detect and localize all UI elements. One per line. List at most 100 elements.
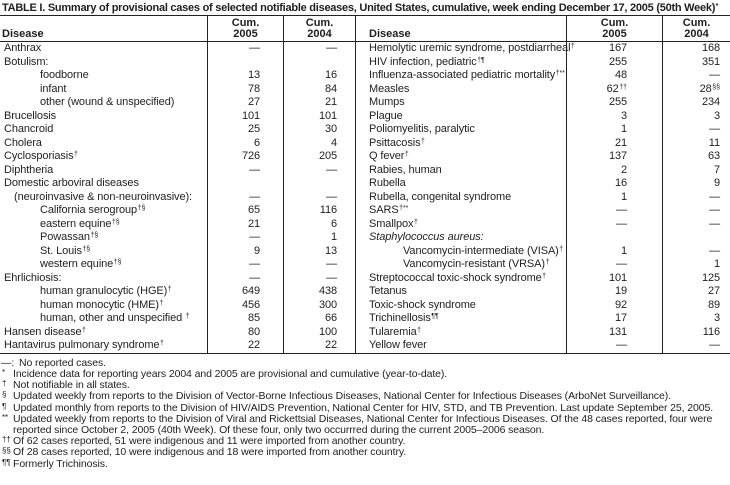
value-cell: 167: [566, 42, 662, 56]
value-cell: —: [207, 163, 283, 178]
disease-name: Rubella: [355, 177, 566, 191]
disease-name: human monocytic (HME)†: [40, 298, 164, 311]
disease-name: western equine†§: [40, 258, 122, 271]
value-cell: 125: [662, 271, 730, 286]
col-header-disease-right: Disease: [355, 16, 566, 41]
footnote: * Incidence data for reporting years 2004…: [0, 368, 730, 380]
footnote-text: Not notifiable in all states.: [13, 379, 130, 392]
value-cell: 100: [283, 325, 355, 340]
disease-name: Smallpox†: [355, 217, 566, 232]
value-cell: —: [566, 339, 662, 353]
disease-name: Rubella, congenital syndrome: [355, 190, 566, 205]
footnote: † Not notifiable in all states.: [0, 379, 730, 392]
page-title: TABLE I. Summary of provisional cases of…: [0, 0, 730, 15]
table-body: Anthrax — — Hemolytic uremic syndrome, post…: [0, 42, 730, 354]
value-cell: [207, 55, 283, 70]
footnote-marker: §§: [712, 83, 720, 91]
disease-name: Tularemia†: [355, 325, 566, 340]
value-cell: 3: [662, 109, 730, 124]
value-cell: —: [662, 190, 730, 205]
disease-name: eastern equine†§: [40, 217, 120, 230]
footnote-marker: †: [570, 43, 575, 50]
value-cell: —: [207, 258, 283, 272]
footnote-marker: ††: [2, 435, 11, 445]
col-header-cum-2004-right: Cum. 2004: [662, 16, 730, 41]
value-cell: 6: [283, 217, 355, 232]
value-cell: 85: [207, 312, 283, 326]
disease-name: human granulocytic (HGE)†: [40, 285, 172, 298]
disease-name: Domestic arboviral diseases: [4, 177, 139, 190]
value-cell: 255: [566, 96, 662, 110]
value-cell: 9: [207, 244, 283, 259]
footnote-marker: †: [82, 326, 86, 334]
table-row: eastern equine†§ 21 6 Smallpox† — —: [0, 217, 730, 232]
value-cell: 116: [283, 204, 355, 218]
value-cell: 19: [566, 285, 662, 299]
footnote-marker: †: [2, 379, 7, 389]
footnote: —: No reported cases.: [0, 356, 730, 369]
disease-name: California serogroup†§: [40, 204, 146, 217]
disease-name: Cyclosporiasis†: [4, 150, 78, 163]
footnote-marker: †: [559, 245, 564, 253]
footnote-marker: †: [420, 137, 425, 145]
value-cell: 16: [283, 69, 355, 83]
table-header-row: Disease Cum. 2005 Cum. 2004 Disease Cum. 20…: [0, 16, 730, 42]
value-cell: 66: [283, 312, 355, 326]
footnote-marker: †§: [82, 245, 91, 253]
footnote-marker: §§: [2, 446, 11, 456]
disease-name: Psittacosis†: [355, 136, 566, 151]
value-cell: 7: [662, 163, 730, 178]
footnote-marker: *: [2, 368, 6, 378]
value-cell: 28§§: [662, 82, 730, 97]
table-row: Hantavirus pulmonary syndrome† 22 22 Yellow…: [0, 339, 730, 353]
value-cell: 21: [207, 217, 283, 232]
table-row: St. Louis†§ 9 13 Vancomycin-intermediate (V…: [0, 244, 730, 259]
table-row: Domestic arboviral diseases Rubella 16 9: [0, 177, 730, 191]
footnote-text: Formerly Trichinosis.: [13, 457, 108, 470]
disease-name: Staphylococcus aureus:: [355, 231, 566, 245]
table-row: Botulism: HIV infection, pediatric†¶ 255 35…: [0, 55, 730, 70]
disease-name: Trichinellosis¶¶: [355, 312, 566, 326]
table-row: Cholera 6 4 Psittacosis† 21 11: [0, 136, 730, 151]
col-header-disease-left: Disease: [2, 28, 44, 40]
value-cell: 78: [207, 82, 283, 97]
value-cell: [662, 231, 730, 245]
table-row: infant 78 84 Measles 62†† 28§§: [0, 82, 730, 97]
disease-name: Hansen disease†: [4, 325, 86, 338]
footnote-marker: †**: [555, 70, 565, 78]
footnote: ¶ Updated monthly from reports to the Div…: [0, 402, 730, 414]
value-cell: 27: [662, 285, 730, 299]
footnote-text: No reported cases.: [19, 356, 106, 369]
value-cell: —: [283, 163, 355, 178]
value-cell: 65: [207, 204, 283, 218]
footnote-marker: †: [185, 313, 190, 321]
value-cell: [283, 177, 355, 191]
value-cell: —: [662, 339, 730, 353]
footnote-marker: †: [404, 151, 409, 159]
disease-name: Yellow fever: [355, 339, 566, 353]
disease-name: Powassan†§: [40, 231, 99, 244]
footnote-marker: †§: [111, 218, 120, 226]
value-cell: 27: [207, 96, 283, 110]
footnote-marker: †: [413, 218, 418, 226]
value-cell: 89: [662, 298, 730, 313]
footnote: ¶¶ Formerly Trichinosis.: [0, 457, 730, 470]
table-row: Brucellosis 101 101 Plague 3 3: [0, 109, 730, 124]
table-row: human granulocytic (HGE)† 649 438 Tetanus 19…: [0, 285, 730, 299]
value-cell: 351: [662, 55, 730, 70]
value-cell: —: [662, 204, 730, 218]
disease-name: Poliomyelitis, paralytic: [355, 123, 566, 137]
value-cell: 22: [283, 339, 355, 353]
value-cell: —: [662, 244, 730, 259]
footnote-marker: †: [417, 326, 422, 334]
value-cell: —: [662, 217, 730, 232]
table-row: Cyclosporiasis† 726 205 Q fever† 137 63: [0, 150, 730, 164]
value-cell: 205: [283, 150, 355, 164]
footnote: †† Of 62 cases reported, 51 were indigeno…: [0, 435, 730, 447]
value-cell: 13: [207, 69, 283, 83]
value-cell: —: [207, 271, 283, 286]
table-row: foodborne 13 16 Influenza-associated pediat…: [0, 69, 730, 83]
value-cell: —: [283, 271, 355, 286]
disease-name: foodborne: [40, 69, 89, 82]
value-cell: 438: [283, 285, 355, 299]
